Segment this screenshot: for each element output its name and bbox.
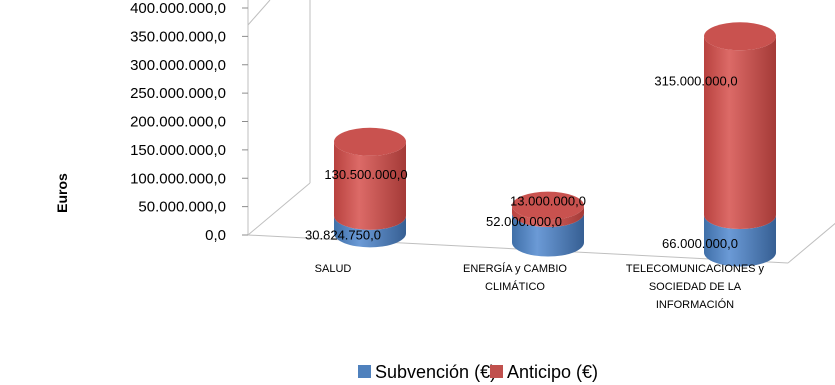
category-label: INFORMACIÓN [656, 298, 734, 311]
bar-anticipo-top [704, 22, 776, 51]
bar-subvencion [334, 215, 406, 248]
y-tick-label: 50.000.000,0 [138, 199, 226, 216]
bar-anticipo-top [334, 127, 406, 156]
bar-anticipo [334, 141, 406, 230]
y-tick-label: 250.000.000,0 [130, 85, 226, 102]
data-label-anticipo: 13.000.000,0 [510, 193, 586, 208]
legend-label: Subvención (€) [375, 362, 496, 382]
y-tick-label: 150.000.000,0 [130, 142, 226, 159]
y-tick-label: 200.000.000,0 [130, 114, 226, 131]
y-tick-label: 300.000.000,0 [130, 57, 226, 74]
legend-swatch [358, 365, 371, 378]
category-label: CLIMÁTICO [485, 280, 545, 293]
y-tick-label: 0,0 [205, 227, 226, 244]
floor-left-edge [247, 182, 311, 236]
bar-anticipo [704, 36, 776, 230]
bar-subvencion [704, 215, 776, 267]
floor-right-edge [787, 222, 835, 264]
y-tick-label: 350.000.000,0 [130, 28, 226, 45]
data-label-anticipo: 315.000.000,0 [654, 74, 737, 89]
legend-swatch [490, 365, 503, 378]
category-label: SOCIEDAD DE LA [649, 281, 742, 293]
category-label: ENERGÍA y CAMBIO [463, 262, 567, 275]
data-labels: 30.824.750,0 130.500.000,0 52.000.000,0 13.… [305, 74, 738, 251]
data-label-subvencion: 66.000.000,0 [662, 236, 738, 251]
data-label-subvencion: 52.000.000,0 [486, 214, 562, 229]
bar-anticipo-top [512, 191, 584, 220]
y-axis-ticks: 0,0 50.000.000,0 100.000.000,0 150.000.000,… [130, 0, 248, 244]
data-label-anticipo: 130.500.000,0 [324, 167, 407, 182]
legend-label: Anticipo (€) [507, 362, 598, 382]
y-tick-label: 400.000.000,0 [130, 0, 226, 17]
category-labels: SALUD ENERGÍA y CAMBIO CLIMÁTICO TELECOMUNI… [315, 262, 765, 311]
bars [334, 22, 776, 267]
y-tick-label: 100.000.000,0 [130, 170, 226, 187]
legend: Subvención (€) Anticipo (€) [358, 362, 598, 382]
y-axis-label: Euros [54, 173, 70, 213]
data-label-subvencion: 30.824.750,0 [305, 228, 381, 243]
bar-subvencion [512, 213, 584, 257]
bar-anticipo [512, 205, 584, 228]
left-wall-top-edge [247, 0, 271, 26]
category-label: SALUD [315, 263, 352, 275]
category-label: TELECOMUNICACIONES y [626, 263, 765, 275]
